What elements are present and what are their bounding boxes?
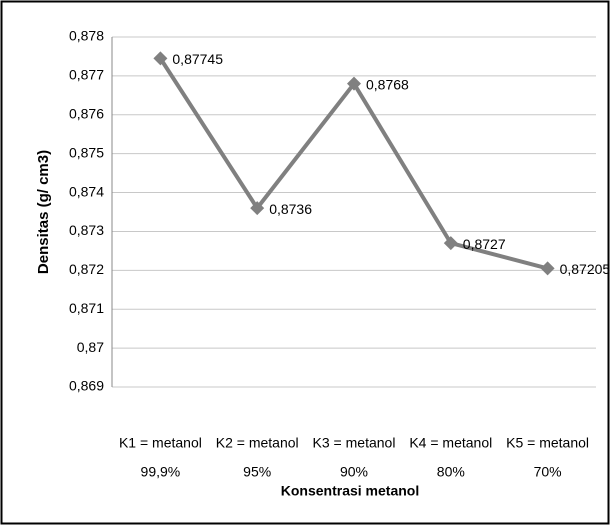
marker — [153, 51, 168, 66]
x-tick-label: K2 = metanol — [216, 435, 299, 451]
x-tick-label: 95% — [243, 464, 271, 480]
x-tick-label: K4 = metanol — [409, 435, 492, 451]
x-axis-title: Konsentrasi metanol — [281, 483, 419, 499]
y-tick-label: 0,873 — [69, 222, 104, 238]
data-label: 0,87745 — [172, 51, 223, 67]
data-label: 0,87205 — [560, 261, 611, 277]
marker — [540, 261, 555, 276]
x-tick-label: 80% — [437, 464, 465, 480]
y-tick-label: 0,87 — [77, 339, 104, 355]
y-tick-label: 0,872 — [69, 261, 104, 277]
marker — [347, 76, 361, 91]
x-tick-label: 70% — [534, 464, 562, 480]
x-tick-label: 90% — [340, 464, 368, 480]
y-tick-label: 0,874 — [69, 183, 104, 199]
x-tick-label: K3 = metanol — [313, 435, 396, 451]
y-tick-label: 0,878 — [69, 28, 104, 44]
x-tick-label: K5 = metanol — [506, 435, 589, 451]
data-label: 0,8768 — [366, 76, 409, 92]
y-tick-label: 0,875 — [69, 144, 104, 160]
marker — [443, 236, 458, 251]
x-tick-label: 99,9% — [141, 464, 181, 480]
y-tick-label: 0,869 — [69, 378, 104, 394]
y-tick-label: 0,877 — [69, 67, 104, 83]
y-tick-label: 0,876 — [69, 105, 104, 121]
y-tick-label: 0,871 — [69, 300, 104, 316]
x-tick-label: K1 = metanol — [119, 435, 202, 451]
y-axis-title: Densitas (g/ cm3) — [35, 150, 52, 274]
marker — [250, 201, 265, 216]
data-label: 0,8727 — [463, 236, 506, 252]
data-label: 0,8736 — [269, 201, 312, 217]
